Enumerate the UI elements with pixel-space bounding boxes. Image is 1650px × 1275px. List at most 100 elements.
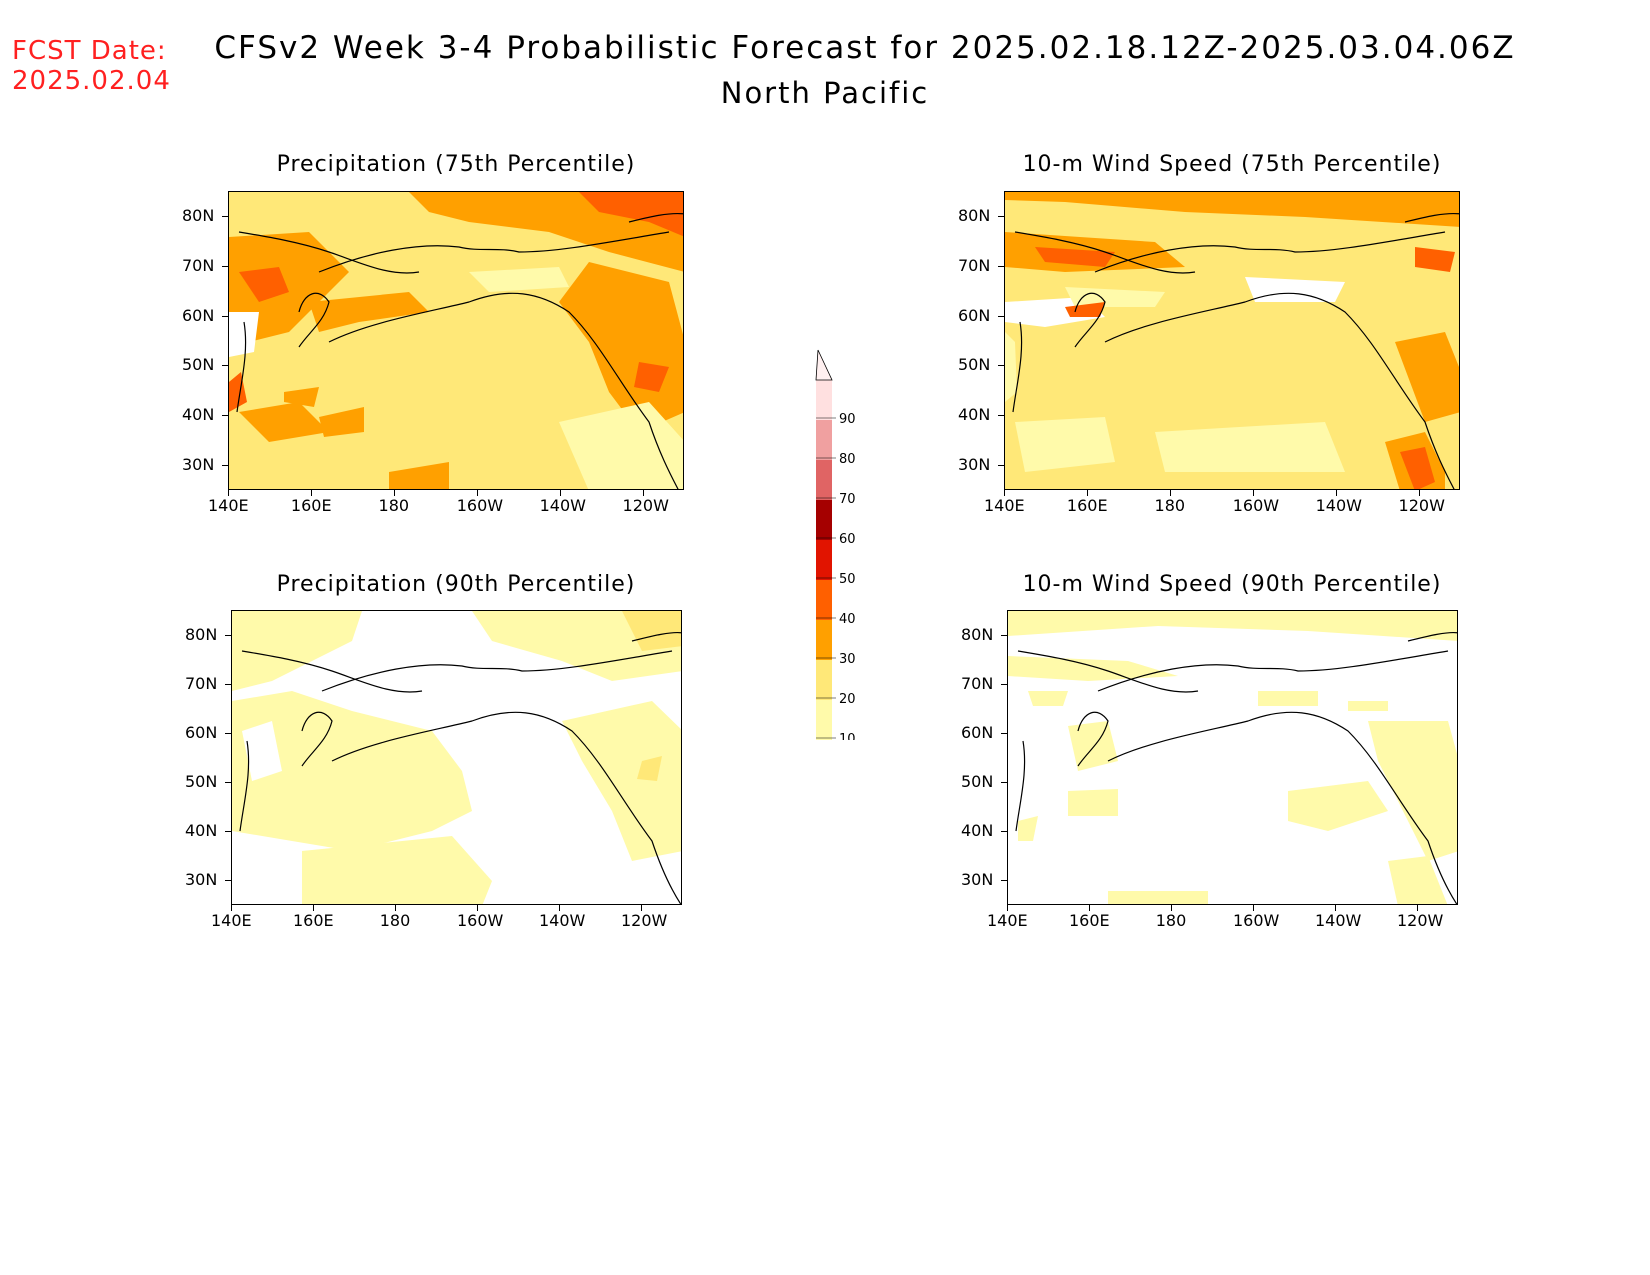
colorbar-label-7: 80	[839, 452, 856, 467]
colorbar-label-1: 20	[839, 692, 856, 707]
colorbar-label-4: 50	[839, 572, 856, 587]
lat-tickmark-wind75-0	[998, 216, 1004, 217]
lon-tick-wind75-1: 160E	[1066, 496, 1108, 515]
lon-tickmark-precip90-1	[313, 905, 314, 911]
lon-tickmark-wind90-4	[1335, 905, 1336, 911]
lon-tickmark-precip75-2	[393, 490, 395, 496]
colorbar-box-4	[816, 540, 832, 580]
lon-tickmark-precip75-5	[642, 490, 644, 496]
colorbar-box-5	[816, 500, 832, 540]
lat-tick-precip75-3: 50N	[182, 355, 215, 375]
colorbar-label-0: 10	[839, 732, 856, 740]
lon-tickmark-precip75-4	[559, 490, 561, 496]
lon-tickmark-precip90-5	[641, 905, 642, 911]
lat-tick-wind75-2: 60N	[958, 305, 991, 325]
colorbar-label-5: 60	[839, 532, 856, 547]
lon-tickmark-wind75-4	[1335, 490, 1337, 496]
lon-tickmark-wind90-3	[1253, 905, 1254, 911]
lat-tickmark-precip90-3	[225, 782, 231, 783]
lat-tick-wind75-5: 30N	[958, 455, 991, 474]
lon-tick-wind90-1: 160E	[1069, 911, 1110, 930]
lat-tick-precip90-3: 50N	[185, 772, 218, 791]
map-wind90	[1007, 610, 1458, 905]
lat-tickmark-wind90-0	[1001, 635, 1007, 636]
map-precip75	[228, 191, 684, 490]
lat-tick-precip90-5: 30N	[185, 870, 218, 889]
panel-title-wind75: 10-m Wind Speed (75th Percentile)	[1022, 152, 1442, 177]
lon-tickmark-wind75-0	[1004, 490, 1005, 496]
lat-tick-precip75-5: 30N	[182, 455, 215, 474]
lat-tick-precip75-1: 70N	[182, 255, 215, 275]
lat-tick-wind75-4: 40N	[958, 405, 991, 425]
colorbar-box-3	[816, 580, 832, 620]
lat-tick-wind90-5: 30N	[961, 870, 994, 889]
lat-tick-wind90-4: 40N	[961, 821, 994, 840]
colorbar-box-8	[816, 380, 832, 420]
lon-tick-precip90-2: 180	[379, 911, 411, 930]
lat-tickmark-precip75-2	[222, 315, 228, 317]
lat-tick-precip90-1: 70N	[185, 674, 218, 693]
lat-tick-precip90-0: 80N	[185, 625, 218, 644]
lat-tickmark-precip75-0	[222, 216, 228, 217]
map-wind75	[1004, 191, 1460, 490]
colorbar-graphic: 10 20 30 40 50 60 70 80 90	[815, 349, 856, 771]
lon-tickmark-precip90-0	[231, 905, 232, 911]
lat-tickmark-precip75-4	[222, 415, 228, 417]
lat-tickmark-wind90-1	[1001, 684, 1007, 685]
lon-tickmark-precip90-3	[477, 905, 478, 911]
lon-tick-precip75-3: 160W	[456, 496, 504, 515]
lon-tick-wind75-5: 120W	[1398, 496, 1445, 515]
lat-tick-wind75-1: 70N	[958, 255, 991, 275]
lon-tick-precip90-3: 160W	[457, 911, 504, 930]
lon-tickmark-precip75-3	[476, 490, 478, 496]
forecast-date-label: FCST Date: 2025.02.04	[12, 36, 171, 96]
lon-tick-wind90-3: 160W	[1233, 911, 1280, 930]
colorbar-box-0	[816, 700, 832, 740]
lon-tickmark-precip90-4	[559, 905, 560, 911]
lat-tickmark-wind75-1	[998, 265, 1004, 267]
colorbar-box-6	[816, 460, 832, 500]
lon-tickmark-wind90-5	[1417, 905, 1418, 911]
fcst-label: FCST Date:	[12, 36, 167, 66]
lon-tick-wind90-5: 120W	[1397, 911, 1444, 930]
lon-tick-wind75-3: 160W	[1232, 496, 1280, 515]
lat-tickmark-wind75-3	[998, 365, 1004, 367]
lon-tick-precip90-4: 140W	[539, 911, 586, 930]
lat-tickmark-precip75-3	[222, 365, 228, 367]
lat-tick-precip75-2: 60N	[182, 305, 215, 325]
lat-tick-precip90-2: 60N	[185, 723, 218, 742]
lat-tick-wind90-2: 60N	[961, 723, 994, 742]
lat-tickmark-wind90-4	[1001, 831, 1007, 832]
lat-tickmark-precip90-4	[225, 831, 231, 832]
lon-tick-precip75-4: 140W	[539, 496, 586, 515]
page-title: CFSv2 Week 3-4 Probabilistic Forecast fo…	[214, 30, 1516, 66]
lon-tick-precip90-5: 120W	[621, 911, 668, 930]
lon-tickmark-precip75-1	[310, 490, 312, 496]
lon-tickmark-wind90-2	[1171, 905, 1172, 911]
panel-title-precip75: Precipitation (75th Percentile)	[276, 152, 636, 177]
lon-tick-wind75-2: 180	[1154, 496, 1186, 515]
lat-tickmark-wind75-2	[998, 315, 1004, 317]
lon-tickmark-wind75-1	[1086, 490, 1088, 496]
lat-tick-precip90-4: 40N	[185, 821, 218, 840]
colorbar-label-6: 70	[839, 492, 856, 507]
lon-tickmark-precip75-0	[228, 490, 229, 496]
colorbar-cap-top	[815, 349, 833, 381]
lat-tick-wind90-0: 80N	[961, 625, 994, 644]
lon-tick-wind75-4: 140W	[1315, 496, 1362, 515]
lon-tick-precip75-1: 160E	[290, 496, 332, 515]
lon-tick-wind90-4: 140W	[1315, 911, 1362, 930]
panel-title-wind90: 10-m Wind Speed (90th Percentile)	[1022, 572, 1442, 597]
lat-tickmark-precip90-2	[225, 733, 231, 734]
map-precip90	[231, 610, 682, 905]
lon-tick-wind90-2: 180	[1155, 911, 1187, 930]
colorbar-label-2: 30	[839, 652, 856, 667]
lat-tickmark-wind90-5	[1001, 880, 1007, 881]
colorbar-label-3: 40	[839, 612, 856, 627]
lon-tickmark-wind90-1	[1089, 905, 1090, 911]
lon-tickmark-wind90-0	[1007, 905, 1008, 911]
colorbar-box-1	[816, 660, 832, 700]
lon-tickmark-wind75-3	[1252, 490, 1254, 496]
lat-tickmark-wind90-3	[1001, 782, 1007, 783]
colorbar-box-2	[816, 620, 832, 660]
